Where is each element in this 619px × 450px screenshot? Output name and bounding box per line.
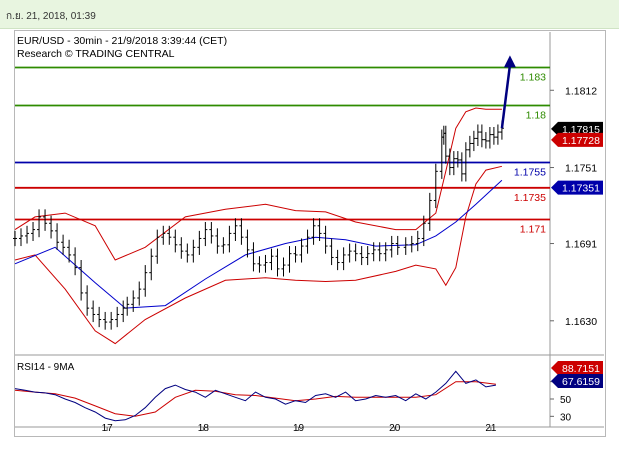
forecast-arrow-head — [503, 55, 516, 68]
timestamp-bar: ก.ย. 21, 2018, 01:39 — [0, 0, 619, 29]
time-tick-label: 21 — [485, 423, 497, 434]
level-label-support: 1.171 — [520, 223, 546, 235]
rsi-tick-label: 50 — [560, 395, 572, 406]
rsi-badge — [551, 374, 603, 388]
rsi-ma-line — [14, 381, 496, 417]
price-tick-label: 1.1630 — [565, 316, 597, 328]
price-badge — [551, 180, 603, 195]
price-badge-label: 1.17351 — [562, 183, 600, 195]
rsi-title: RSI14 - 9MA — [17, 362, 75, 373]
price-badge — [551, 121, 603, 136]
price-tick-label: 1.1751 — [565, 163, 597, 175]
level-label-resistance: 1.18 — [526, 109, 547, 121]
timestamp-text: ก.ย. 21, 2018, 01:39 — [6, 11, 96, 22]
rsi-line — [14, 370, 496, 422]
price-tick-label: 1.1812 — [565, 85, 597, 97]
level-label-pivot: 1.1755 — [514, 166, 546, 178]
price-badge — [551, 132, 603, 147]
price-badge-label: 1.17815 — [562, 124, 600, 136]
time-tick-label: 17 — [102, 423, 114, 434]
chart-source: Research © TRADING CENTRAL — [17, 48, 175, 60]
price-tick-label: 1.1691 — [565, 239, 597, 251]
rsi-badge-label: 88.7151 — [562, 363, 600, 375]
time-tick-label: 19 — [293, 423, 305, 434]
chart-title: EUR/USD - 30min - 21/9/2018 3:39:44 (CET… — [17, 35, 227, 47]
price-badge-label: 1.17728 — [562, 135, 600, 147]
moving-average-line — [14, 179, 503, 309]
chart-frame — [14, 30, 606, 437]
time-tick-label: 20 — [389, 423, 401, 434]
rsi-badge-label: 67.6159 — [562, 376, 600, 388]
level-label-support: 1.1735 — [514, 192, 546, 204]
forecast-arrow-line — [500, 65, 512, 129]
rsi-tick-label: 30 — [560, 412, 572, 423]
rsi-badge — [551, 361, 603, 375]
bollinger-upper-line — [14, 107, 502, 261]
level-label-resistance: 1.183 — [520, 71, 546, 83]
time-tick-label: 18 — [198, 423, 210, 434]
bollinger-lower-line — [14, 165, 503, 345]
